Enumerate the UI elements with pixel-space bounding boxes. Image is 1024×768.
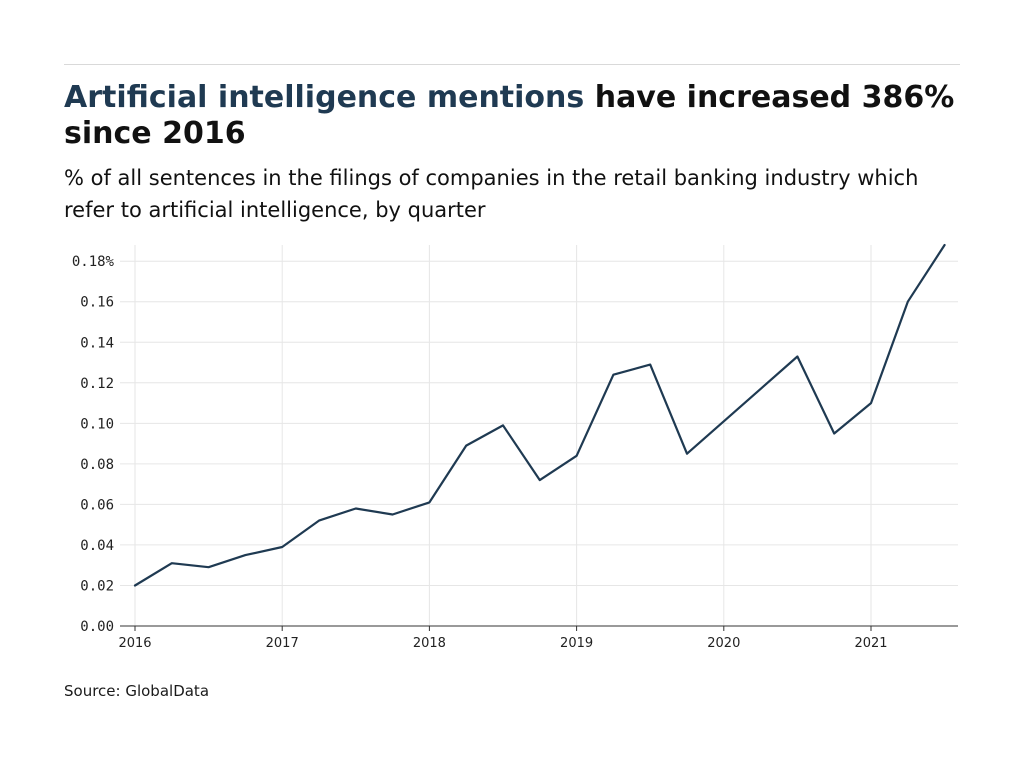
y-tick-label: 0.14 bbox=[80, 335, 114, 351]
chart-title: Artificial intelligence mentions have in… bbox=[64, 80, 964, 152]
y-tick-label: 0.10 bbox=[80, 416, 114, 432]
source-note: Source: GlobalData bbox=[64, 682, 210, 700]
y-tick-label: 0.00 bbox=[80, 619, 114, 635]
series-line bbox=[133, 243, 946, 587]
y-tick-label: 0.16 bbox=[80, 295, 114, 311]
y-tick-label: 0.04 bbox=[80, 538, 114, 554]
x-tick-label: 2019 bbox=[560, 636, 593, 651]
x-tick-label: 2021 bbox=[854, 636, 887, 651]
x-tick-label: 2020 bbox=[707, 636, 740, 651]
y-tick-label: 0.08 bbox=[80, 457, 114, 473]
x-tick-label: 2018 bbox=[413, 636, 446, 651]
title-rest: have increased 386% since 2016 bbox=[64, 80, 955, 151]
chart-subtitle: % of all sentences in the filings of com… bbox=[64, 166, 919, 222]
y-tick-label: 0.02 bbox=[80, 578, 114, 594]
x-tick-label: 2017 bbox=[266, 636, 299, 651]
title-highlight: Artificial intelligence mentions bbox=[64, 80, 585, 115]
y-tick-label: 0.12 bbox=[80, 376, 114, 392]
top-divider bbox=[64, 64, 960, 65]
y-tick-label: 0.06 bbox=[80, 497, 114, 513]
y-tick-label: 0.18% bbox=[72, 254, 115, 270]
x-tick-label: 2016 bbox=[118, 636, 151, 651]
